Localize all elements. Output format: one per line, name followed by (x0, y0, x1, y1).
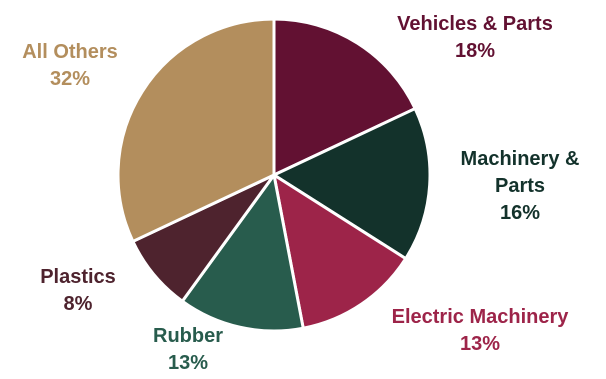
slice-category-label: Plastics (40, 266, 116, 288)
slice-value-label: 13% (168, 352, 208, 374)
slice-label: Vehicles & Parts 18% (397, 13, 553, 62)
pie-slice-rubber (180, 173, 305, 333)
slice-category-label: All Others (22, 41, 118, 63)
pie-slice-electric-machinery (272, 173, 408, 330)
pie-slice-machinery-parts (272, 107, 432, 261)
pie-labels: Vehicles & Parts 18% Machinery & Parts 16% El… (22, 13, 579, 374)
slice-label: Plastics 8% (40, 266, 116, 315)
pie-slice-all-others (116, 17, 276, 243)
slice-value-label: 8% (64, 293, 93, 315)
slice-category-label: Rubber (153, 325, 223, 347)
slice-label: All Others 32% (22, 41, 118, 90)
slice-label: Rubber 13% (153, 325, 223, 374)
slice-category-label: Electric Machinery (392, 306, 570, 328)
pie-slice-vehicles-parts (272, 17, 417, 177)
slice-label: Machinery & Parts 16% (461, 148, 580, 224)
slice-category-label: Vehicles & Parts (397, 13, 553, 35)
slice-value-label: 13% (460, 333, 500, 355)
slice-value-label: 18% (455, 40, 495, 62)
slice-category-label: Machinery & (461, 148, 580, 170)
slice-label: Electric Machinery 13% (392, 306, 570, 355)
slice-category-label: Parts (495, 175, 545, 197)
slice-value-label: 32% (50, 68, 90, 90)
slice-value-label: 16% (500, 202, 540, 224)
pie-slices (116, 17, 432, 333)
